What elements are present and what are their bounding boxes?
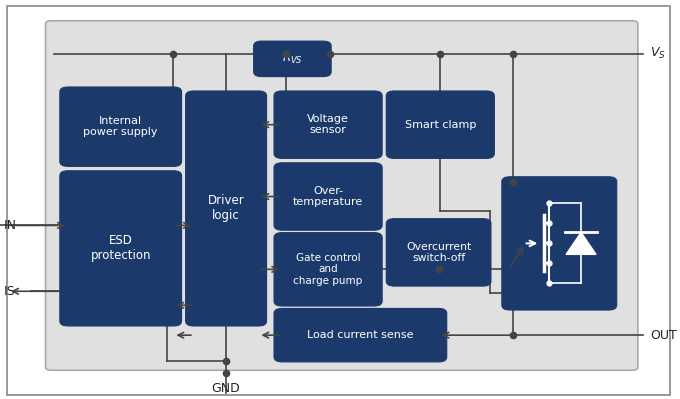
Text: IN: IN xyxy=(3,219,16,232)
Text: $R_{VS}$: $R_{VS}$ xyxy=(282,51,303,66)
FancyBboxPatch shape xyxy=(274,308,447,362)
Text: Over-
temperature: Over- temperature xyxy=(293,186,363,207)
FancyBboxPatch shape xyxy=(274,91,382,158)
FancyBboxPatch shape xyxy=(502,177,617,310)
Text: OUT: OUT xyxy=(650,329,677,342)
Text: Smart clamp: Smart clamp xyxy=(405,120,476,130)
FancyBboxPatch shape xyxy=(186,91,267,326)
FancyBboxPatch shape xyxy=(274,233,382,306)
FancyBboxPatch shape xyxy=(60,171,182,326)
Text: Voltage
sensor: Voltage sensor xyxy=(307,114,349,136)
Text: Overcurrent
switch-off: Overcurrent switch-off xyxy=(406,241,471,263)
FancyBboxPatch shape xyxy=(386,91,494,158)
Text: Internal
power supply: Internal power supply xyxy=(84,116,158,138)
Text: Driver
logic: Driver logic xyxy=(207,194,245,223)
Text: $V_S$: $V_S$ xyxy=(650,46,666,61)
Text: IS: IS xyxy=(3,285,15,298)
Text: GND: GND xyxy=(211,382,241,395)
Text: ESD
protection: ESD protection xyxy=(90,234,151,263)
FancyBboxPatch shape xyxy=(386,219,491,286)
FancyBboxPatch shape xyxy=(274,163,382,230)
Text: Load current sense: Load current sense xyxy=(307,330,413,340)
FancyBboxPatch shape xyxy=(254,41,331,77)
FancyBboxPatch shape xyxy=(60,87,182,166)
FancyBboxPatch shape xyxy=(46,21,638,370)
Polygon shape xyxy=(566,232,596,255)
Text: Gate control
and
charge pump: Gate control and charge pump xyxy=(294,253,362,286)
